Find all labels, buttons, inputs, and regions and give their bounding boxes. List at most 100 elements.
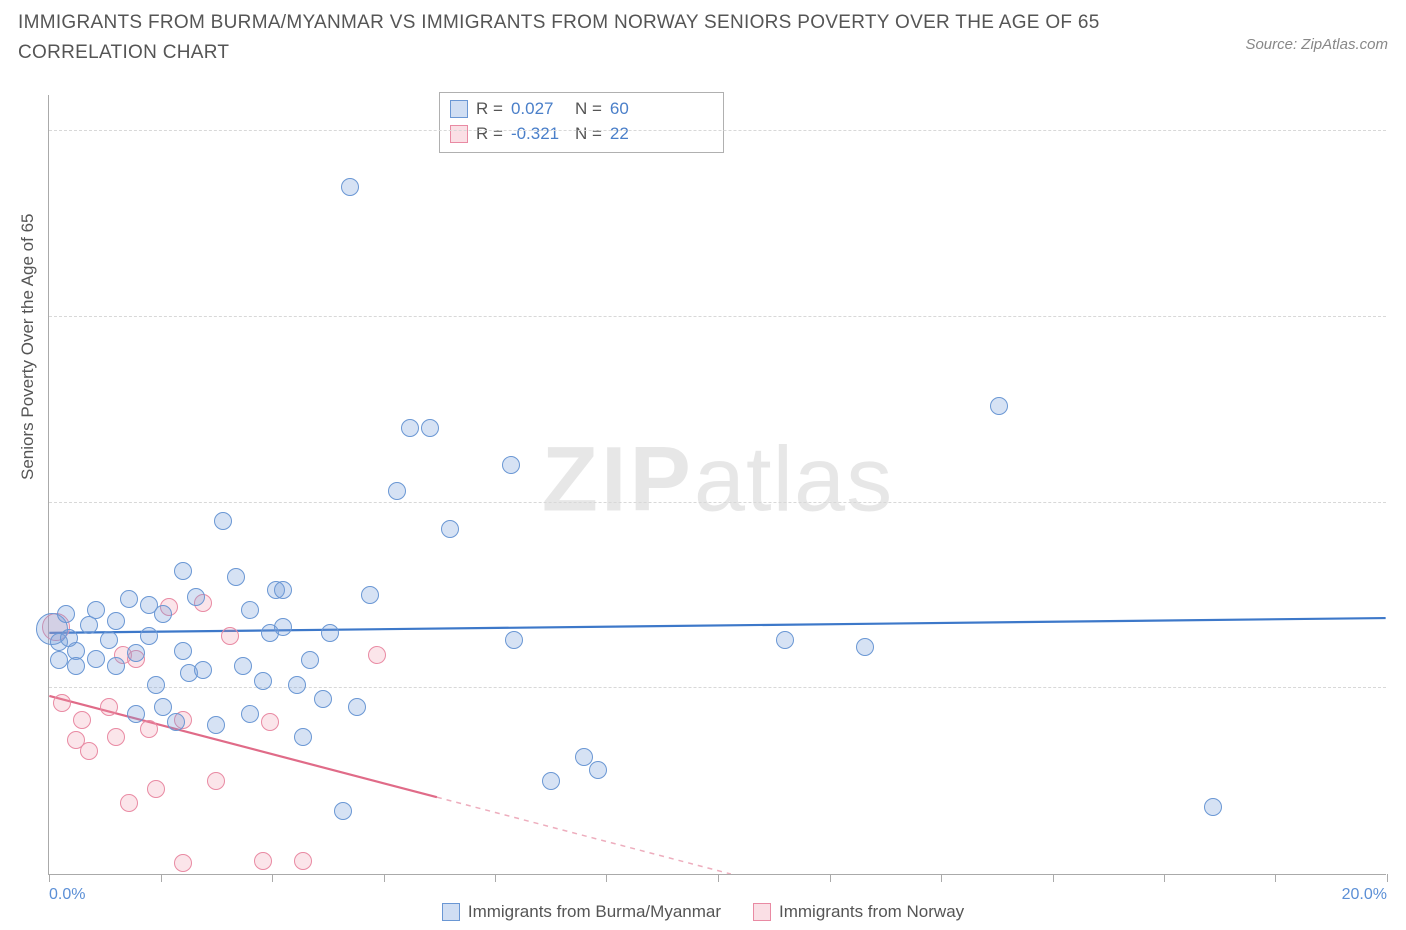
scatter-point <box>214 512 232 530</box>
watermark-zip: ZIP <box>542 428 694 530</box>
scatter-point <box>227 568 245 586</box>
legend-item-blue: Immigrants from Burma/Myanmar <box>442 902 721 922</box>
r-label: R = <box>476 97 503 122</box>
scatter-point <box>856 638 874 656</box>
scatter-point <box>505 631 523 649</box>
scatter-point <box>234 657 252 675</box>
y-tick-label: 40.0% <box>1396 122 1406 140</box>
x-tick <box>161 874 162 882</box>
scatter-point <box>274 581 292 599</box>
legend-item-pink: Immigrants from Norway <box>753 902 964 922</box>
scatter-point <box>154 605 172 623</box>
y-tick-label: 20.0% <box>1396 494 1406 512</box>
scatter-point <box>194 661 212 679</box>
scatter-point <box>990 397 1008 415</box>
scatter-point <box>127 644 145 662</box>
scatter-point <box>50 651 68 669</box>
scatter-point <box>207 772 225 790</box>
y-tick-label: 10.0% <box>1396 679 1406 697</box>
scatter-point <box>53 694 71 712</box>
scatter-point <box>147 676 165 694</box>
scatter-point <box>120 794 138 812</box>
stats-legend: R = 0.027 N = 60 R = -0.321 N = 22 <box>439 92 724 153</box>
r-value-pink: -0.321 <box>511 122 567 147</box>
scatter-point <box>221 627 239 645</box>
scatter-point <box>294 852 312 870</box>
scatter-point <box>401 419 419 437</box>
scatter-point <box>321 624 339 642</box>
scatter-point <box>100 698 118 716</box>
scatter-point <box>589 761 607 779</box>
watermark-atlas: atlas <box>694 428 893 530</box>
scatter-point <box>341 178 359 196</box>
x-tick <box>1053 874 1054 882</box>
x-tick <box>941 874 942 882</box>
x-tick <box>495 874 496 882</box>
scatter-point <box>154 698 172 716</box>
scatter-point <box>361 586 379 604</box>
scatter-point <box>107 612 125 630</box>
n-value-blue: 60 <box>610 97 666 122</box>
scatter-point <box>120 590 138 608</box>
scatter-point <box>261 713 279 731</box>
scatter-point <box>542 772 560 790</box>
r-value-blue: 0.027 <box>511 97 567 122</box>
gridline <box>49 130 1386 131</box>
source-label: Source: ZipAtlas.com <box>1245 36 1388 53</box>
watermark: ZIPatlas <box>542 427 893 532</box>
scatter-point <box>73 711 91 729</box>
scatter-point <box>241 601 259 619</box>
scatter-point <box>67 657 85 675</box>
legend-label-blue: Immigrants from Burma/Myanmar <box>468 902 721 922</box>
y-axis-title: Seniors Poverty Over the Age of 65 <box>18 214 38 480</box>
scatter-point <box>388 482 406 500</box>
scatter-point <box>776 631 794 649</box>
scatter-point <box>187 588 205 606</box>
swatch-pink-icon <box>450 125 468 143</box>
scatter-point <box>441 520 459 538</box>
x-tick <box>718 874 719 882</box>
x-tick <box>1387 874 1388 882</box>
gridline <box>49 687 1386 688</box>
scatter-point <box>80 742 98 760</box>
scatter-point <box>100 631 118 649</box>
chart-title: IMMIGRANTS FROM BURMA/MYANMAR VS IMMIGRA… <box>18 8 1118 69</box>
scatter-point <box>127 705 145 723</box>
x-tick <box>830 874 831 882</box>
scatter-point <box>421 419 439 437</box>
x-tick <box>606 874 607 882</box>
scatter-point <box>87 650 105 668</box>
swatch-blue-icon <box>442 903 460 921</box>
scatter-point <box>87 601 105 619</box>
scatter-point <box>140 720 158 738</box>
n-value-pink: 22 <box>610 122 666 147</box>
trend-lines <box>49 95 1386 874</box>
scatter-point <box>254 672 272 690</box>
x-tick <box>49 874 50 882</box>
scatter-point <box>301 651 319 669</box>
scatter-point <box>294 728 312 746</box>
stats-row-pink: R = -0.321 N = 22 <box>450 122 711 147</box>
scatter-point <box>288 676 306 694</box>
scatter-point <box>174 854 192 872</box>
scatter-point <box>241 705 259 723</box>
scatter-point <box>140 627 158 645</box>
scatter-point <box>207 716 225 734</box>
scatter-point <box>107 657 125 675</box>
scatter-point <box>167 713 185 731</box>
scatter-point <box>334 802 352 820</box>
scatter-point <box>314 690 332 708</box>
scatter-point <box>368 646 386 664</box>
legend-label-pink: Immigrants from Norway <box>779 902 964 922</box>
swatch-pink-icon <box>753 903 771 921</box>
scatter-point <box>174 562 192 580</box>
scatter-point <box>57 605 75 623</box>
scatter-point <box>147 780 165 798</box>
scatter-point <box>174 642 192 660</box>
x-tick <box>272 874 273 882</box>
r-label: R = <box>476 122 503 147</box>
scatter-point <box>254 852 272 870</box>
scatter-point <box>274 618 292 636</box>
gridline <box>49 502 1386 503</box>
n-label: N = <box>575 122 602 147</box>
